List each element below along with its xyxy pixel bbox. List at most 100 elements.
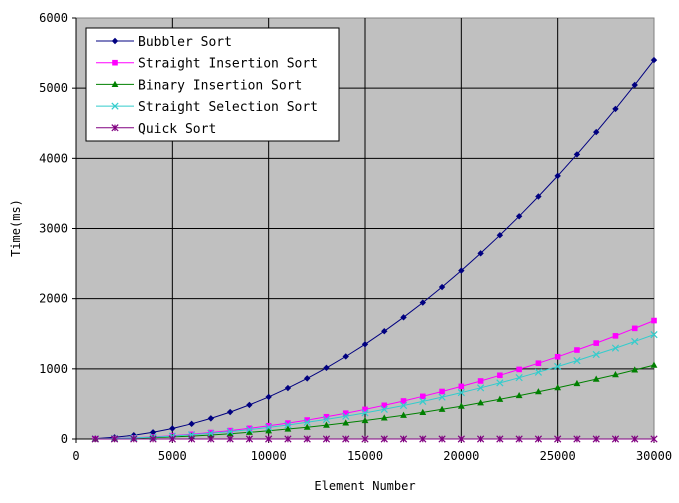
data-point — [477, 250, 484, 257]
data-point — [400, 411, 407, 418]
data-point — [91, 435, 99, 443]
y-tick-label: 6000 — [39, 11, 68, 25]
legend-label: Bubbler Sort — [138, 35, 232, 50]
series-line — [95, 334, 655, 440]
data-point — [496, 379, 504, 387]
data-point — [457, 388, 465, 397]
data-point — [458, 267, 465, 274]
data-point — [304, 417, 310, 423]
data-point — [284, 425, 292, 432]
x-tick-label: 25000 — [540, 449, 576, 463]
data-point — [246, 428, 253, 435]
series-0 — [92, 56, 658, 442]
data-point — [496, 395, 504, 402]
legend-label: Straight Selection Sort — [138, 100, 318, 115]
data-point — [226, 427, 234, 436]
data-point — [650, 56, 658, 64]
data-point — [497, 372, 503, 379]
data-point — [592, 435, 600, 443]
data-point — [631, 337, 639, 346]
data-point — [342, 353, 349, 360]
data-point — [438, 405, 446, 412]
legend-item: Bubbler Sort — [96, 35, 232, 50]
y-tick-label: 2000 — [39, 292, 68, 306]
data-point — [381, 328, 388, 335]
data-point — [477, 378, 484, 384]
data-point — [380, 405, 388, 413]
x-axis-title: Element Number — [314, 479, 415, 493]
data-point — [554, 353, 561, 360]
data-point — [419, 299, 426, 306]
legend-item: Straight Selection Sort — [96, 100, 318, 115]
data-point — [457, 435, 465, 443]
legend-marker — [111, 37, 119, 45]
series-group — [91, 56, 658, 443]
data-point — [476, 435, 485, 443]
data-point — [534, 435, 543, 443]
legend-label: Quick Sort — [138, 122, 216, 137]
data-point — [399, 401, 408, 410]
data-point — [593, 340, 599, 346]
data-point — [554, 362, 562, 371]
data-point — [573, 435, 581, 443]
y-axis-title: Time(ms) — [9, 199, 23, 257]
x-tick-label: 5000 — [158, 449, 187, 463]
data-point — [226, 408, 234, 416]
data-point — [207, 429, 215, 437]
legend-item: Quick Sort — [96, 122, 216, 137]
data-point — [130, 435, 138, 443]
data-point — [650, 361, 658, 368]
data-point — [419, 435, 427, 443]
data-point — [380, 414, 388, 421]
data-point — [400, 398, 407, 404]
x-tick-label: 20000 — [443, 449, 479, 463]
data-point — [226, 430, 234, 437]
legend-marker — [111, 124, 119, 132]
x-tick-labels: 0 5000 10000 15000 20000 25000 30000 — [72, 439, 672, 463]
data-point — [458, 383, 465, 390]
data-point — [573, 356, 581, 365]
data-point — [342, 419, 350, 426]
data-point — [284, 384, 292, 392]
legend: Bubbler Sort Straight Insertion Sort Binar… — [85, 27, 340, 142]
data-point — [534, 368, 543, 376]
data-point — [361, 416, 369, 424]
data-point — [342, 412, 350, 420]
legend-label: Straight Insertion Sort — [138, 57, 318, 72]
data-point — [573, 379, 581, 387]
data-point — [496, 435, 504, 443]
data-point — [419, 397, 427, 406]
data-point — [573, 151, 581, 158]
data-point — [149, 435, 157, 443]
data-point — [265, 423, 272, 429]
legend-item: Straight Insertion Sort — [96, 57, 318, 72]
data-point — [265, 423, 273, 432]
data-point — [322, 415, 331, 424]
data-point — [245, 425, 254, 434]
data-point — [438, 435, 446, 443]
data-point — [516, 366, 522, 373]
data-point — [322, 435, 331, 443]
data-point — [476, 384, 485, 392]
legend-marker — [111, 102, 119, 110]
data-point — [362, 406, 368, 413]
data-point — [380, 435, 388, 443]
data-point — [303, 423, 311, 430]
data-point — [304, 375, 311, 382]
data-point — [612, 105, 619, 113]
data-point — [438, 393, 446, 401]
y-tick-label: 4000 — [39, 151, 68, 165]
data-point — [361, 341, 369, 348]
x-tick-label: 0 — [72, 449, 79, 463]
y-tick-label: 0 — [61, 432, 68, 446]
data-point — [187, 435, 196, 443]
data-point — [650, 435, 658, 443]
data-point — [207, 415, 215, 422]
data-point — [265, 435, 273, 443]
data-point — [361, 435, 369, 443]
data-point — [323, 421, 330, 428]
data-point — [168, 435, 176, 443]
data-point — [631, 325, 638, 332]
data-point — [207, 431, 215, 438]
